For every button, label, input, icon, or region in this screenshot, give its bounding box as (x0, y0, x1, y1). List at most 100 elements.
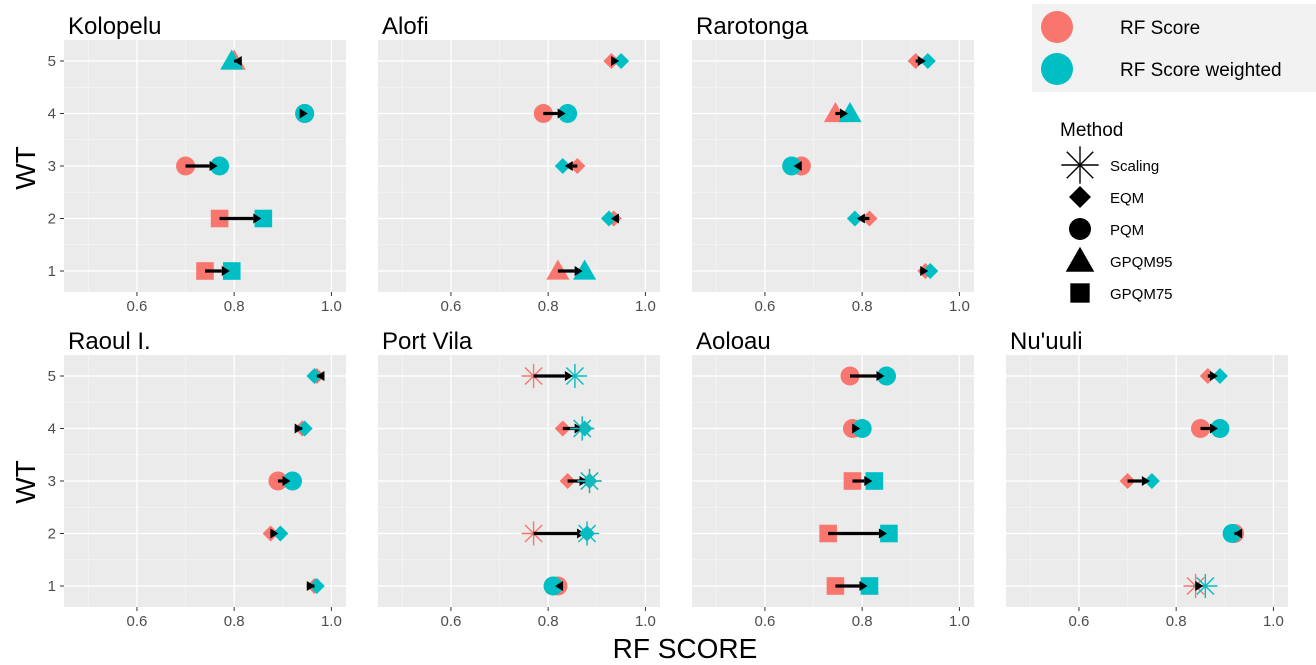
point-rf-score-weighted (296, 420, 313, 437)
point-rf-score-weighted (919, 53, 936, 69)
color-legend-label: RF Score weighted (1120, 60, 1282, 81)
arrow-head (306, 581, 315, 591)
point-rf-score-weighted (860, 577, 879, 595)
x-tick-label: 0.6 (441, 613, 462, 630)
color-legend-label: RF Score (1120, 18, 1200, 39)
x-tick-label: 0.8 (852, 298, 873, 315)
arrow-head (852, 423, 861, 434)
arrow-head (555, 581, 564, 591)
arrow-head (564, 371, 573, 381)
y-tick-label: 5 (48, 368, 56, 385)
arrow-head (1209, 423, 1218, 434)
x-tick-label: 0.8 (224, 613, 245, 630)
panel-title: Alofi (382, 13, 429, 40)
point-rf-score-weighted (283, 471, 303, 491)
panel-title: Raoul I. (68, 328, 151, 355)
arrow-head (233, 56, 242, 66)
y-tick-label: 1 (48, 263, 56, 280)
x-tick-label: 1.0 (635, 613, 656, 630)
y-tick-label: 3 (48, 473, 56, 490)
x-tick-label: 0.8 (538, 613, 559, 630)
point-rf-score-weighted (210, 156, 230, 176)
shape-legend-symbol (1069, 186, 1091, 208)
y-axis-title-bottom: WT (10, 460, 41, 504)
shape-legend-label: GPQM95 (1110, 254, 1173, 271)
point-rf-score-weighted (1143, 473, 1160, 489)
x-tick-label: 1.0 (949, 613, 970, 630)
point-rf-score-weighted (573, 259, 597, 280)
x-tick-label: 0.8 (1166, 613, 1187, 630)
y-axis-title-top: WT (10, 146, 41, 190)
arrow-head (574, 266, 583, 276)
y-tick-label: 4 (48, 421, 56, 438)
color-legend-key-bg (1032, 4, 1316, 92)
panel-title: Rarotonga (696, 13, 809, 40)
point-rf-score-weighted (554, 158, 571, 174)
point-rf-score-weighted (846, 210, 863, 227)
shape-legend-symbol (1065, 246, 1095, 272)
legend: RF Score RF Score weighted Method Scaling EQ… (1032, 4, 1316, 303)
point-rf-score-weighted (577, 468, 602, 494)
point-rf-score-weighted (1210, 419, 1230, 438)
point-rf-score-weighted (222, 262, 241, 280)
point-rf-score-weighted (1211, 368, 1228, 384)
x-tick-label: 1.0 (321, 298, 342, 315)
arrow-head (253, 213, 262, 224)
panel-4: 0.6 0.8 1.0 Port Vila (378, 328, 660, 630)
point-rf-score-weighted (852, 419, 872, 438)
shape-legend-label: Scaling (1110, 158, 1159, 175)
point-rf-score-weighted (613, 53, 630, 69)
point-rf-score-weighted (558, 104, 578, 123)
point-rf-score-weighted (865, 472, 884, 490)
x-tick-label: 0.6 (755, 298, 776, 315)
panel-0: 0.6 0.8 1.0 1 2 3 4 5 Kolopelu (48, 13, 346, 315)
arrow-head (878, 528, 887, 539)
y-tick-label: 5 (48, 53, 56, 70)
x-tick-label: 1.0 (1263, 613, 1284, 630)
shape-legend-label: GPQM75 (1110, 286, 1173, 303)
shape-legend-label: PQM (1110, 222, 1144, 239)
point-rf-score-weighted (782, 156, 802, 176)
shape-legend-symbol (1061, 146, 1099, 184)
arrow-head (270, 528, 279, 539)
point-rf-score-weighted (220, 49, 244, 70)
x-tick-label: 0.8 (224, 298, 245, 315)
arrow-head (1209, 371, 1218, 381)
arrow-head (557, 108, 566, 119)
color-legend-swatch (1041, 53, 1073, 85)
y-tick-label: 2 (48, 211, 56, 228)
point-rf-score-weighted (1222, 524, 1242, 543)
panel-title: Kolopelu (68, 13, 161, 40)
point-rf-score-weighted (880, 524, 898, 543)
panel-2: 0.6 0.8 1.0 Rarotonga (692, 13, 974, 315)
x-tick-label: 0.6 (755, 613, 776, 630)
panel-title: Port Vila (382, 328, 473, 355)
x-tick-label: 0.8 (852, 613, 873, 630)
point-rf-score-weighted (838, 101, 862, 123)
panel-1: 0.6 0.8 1.0 Alofi (378, 13, 660, 315)
y-tick-label: 3 (48, 158, 56, 175)
x-tick-label: 0.8 (538, 298, 559, 315)
point-rf-score-weighted (579, 525, 596, 542)
shape-legend-label: EQM (1110, 190, 1144, 207)
panel-3: 0.6 0.8 1.0 1 2 3 4 5 Raoul I. (48, 328, 346, 630)
arrow-head (299, 108, 308, 119)
x-tick-label: 1.0 (635, 298, 656, 315)
x-tick-label: 0.6 (441, 298, 462, 315)
arrow-head (920, 266, 929, 276)
panel-5: 0.6 0.8 1.0 Aoloau (692, 328, 974, 630)
panel-6: 0.6 0.8 1.0 Nu'uuli (1006, 328, 1288, 630)
arrow-head (840, 108, 849, 119)
shape-legend-symbol (1069, 218, 1091, 240)
arrow-head (1141, 476, 1150, 486)
shape-legend-symbol (1070, 283, 1090, 303)
x-tick-label: 0.6 (1069, 613, 1090, 630)
point-rf-score-weighted (272, 525, 289, 542)
x-axis-title: RF SCORE (613, 633, 758, 664)
x-tick-label: 1.0 (949, 298, 970, 315)
panel-title: Nu'uuli (1010, 328, 1083, 355)
shape-legend-title: Method (1060, 120, 1123, 141)
arrow-head (316, 371, 325, 381)
arrow-head (209, 161, 218, 171)
